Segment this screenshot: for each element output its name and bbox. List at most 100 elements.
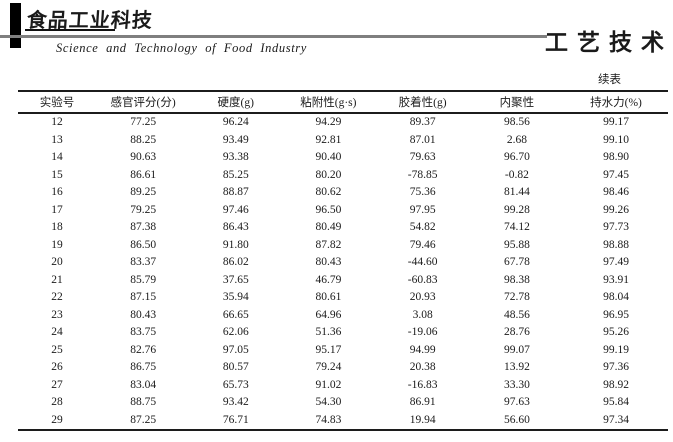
table-cell: 99.07: [503, 343, 530, 356]
table-cell: 93.91: [603, 273, 629, 286]
table-cell: 94.29: [315, 116, 342, 128]
table-cell: 62.06: [222, 326, 249, 338]
table-cell: 20.93: [409, 291, 436, 303]
column-header-adhesiveness: 粘附性(g·s): [281, 91, 376, 114]
table-cell: 14: [51, 151, 63, 163]
masthead-rule: [0, 35, 547, 38]
table-cell: 99.28: [503, 203, 530, 216]
table-cell: 96.95: [603, 308, 629, 321]
table-row: 14 90.63 93.38 90.40 79.63 96.70 98.90: [18, 149, 668, 167]
table-cell: 97.05: [222, 343, 249, 356]
table-cell: 80.62: [315, 186, 342, 198]
column-header-sensory-score: 感官评分(分): [96, 91, 191, 114]
table-cell: 80.61: [315, 291, 342, 303]
table-cell: 97.95: [409, 203, 436, 216]
table-cell: 80.20: [315, 168, 342, 181]
table-cell: 95.84: [603, 396, 629, 408]
logo-bar-decoration: [10, 3, 21, 48]
table-cell: -0.82: [504, 168, 529, 181]
table-cell: 80.49: [315, 221, 342, 233]
table-cell: 98.46: [603, 186, 629, 198]
table-cell: 98.92: [603, 378, 629, 391]
table-cell: 51.36: [315, 326, 342, 338]
table-cell: 83.75: [130, 326, 157, 338]
table-cell: 86.61: [130, 168, 157, 181]
table-row: 27 83.04 65.73 91.02 -16.83 33.30 98.92: [18, 377, 668, 395]
table-cell: 97.36: [603, 361, 629, 373]
table-cell: 3.08: [412, 308, 433, 321]
table-cell: 82.76: [130, 343, 157, 356]
table-cell: 92.81: [315, 133, 342, 146]
table-cell: 86.75: [130, 361, 157, 373]
table-cell: 23: [51, 308, 63, 321]
table-cell: 76.71: [222, 413, 249, 426]
table-cell: 96.50: [315, 203, 342, 216]
table-cell: 80.43: [130, 308, 157, 321]
table-cell: 93.42: [222, 396, 249, 408]
table-cell: 98.04: [603, 291, 629, 303]
table-cell: 74.12: [503, 221, 530, 233]
table-cell: 86.43: [222, 221, 249, 233]
table-cell: -44.60: [407, 256, 438, 268]
table-cell: 13.92: [503, 361, 530, 373]
continued-table-label: 续表: [598, 74, 621, 86]
table-cell: 96.70: [503, 151, 530, 163]
table-cell: 72.78: [503, 291, 530, 303]
table-row: 26 86.75 80.57 79.24 20.38 13.92 97.36: [18, 359, 668, 377]
table-cell: 27: [51, 378, 63, 391]
table-cell: 74.83: [315, 413, 342, 426]
table-cell: 93.38: [222, 151, 249, 163]
table-cell: 96.24: [222, 116, 249, 128]
table-cell: 97.46: [222, 203, 249, 216]
table-cell: 89.37: [409, 116, 436, 128]
logo-underline: [25, 29, 115, 31]
column-header-water-holding: 持水力(%): [564, 91, 668, 114]
table-cell: 25: [51, 343, 63, 356]
table-cell: 83.37: [130, 256, 157, 268]
table-cell: 79.24: [315, 361, 342, 373]
table-cell: 90.63: [130, 151, 157, 163]
table-cell: 85.79: [130, 273, 157, 286]
column-header-cohesiveness: 内聚性: [469, 91, 564, 114]
table-cell: 20: [51, 256, 63, 268]
table-cell: -78.85: [407, 168, 438, 181]
table-cell: 35.94: [222, 291, 249, 303]
table-cell: 79.25: [130, 203, 157, 216]
table-cell: 91.02: [315, 378, 342, 391]
table-cell: 67.78: [503, 256, 530, 268]
table-cell: 97.49: [603, 256, 629, 268]
table-cell: 80.43: [315, 256, 342, 268]
column-header-experiment-no: 实验号: [18, 91, 96, 114]
table-cell: 86.02: [222, 256, 249, 268]
table-cell: 89.25: [130, 186, 157, 198]
table-row: 16 89.25 88.87 80.62 75.36 81.44 98.46: [18, 184, 668, 202]
table-cell: 33.30: [503, 378, 530, 391]
table-cell: 15: [51, 168, 63, 181]
table-cell: -16.83: [407, 378, 438, 391]
table-row: 15 86.61 85.25 80.20 -78.85 -0.82 97.45: [18, 167, 668, 185]
table-cell: 24: [51, 326, 63, 338]
table-cell: 26: [51, 361, 63, 373]
table-cell: 79.63: [409, 151, 436, 163]
table-row: 18 87.38 86.43 80.49 54.82 74.12 97.73: [18, 219, 668, 237]
table-row: 12 77.25 96.24 94.29 89.37 98.56 99.17: [18, 113, 668, 132]
table-cell: 98.56: [503, 116, 530, 128]
table-cell: 99.10: [603, 133, 629, 146]
table-row: 28 88.75 93.42 54.30 86.91 97.63 95.84: [18, 394, 668, 412]
table-body: 12 77.25 96.24 94.29 89.37 98.56 99.17 13 88.25 9…: [18, 113, 668, 430]
table-cell: 88.25: [130, 133, 157, 146]
table-cell: 54.82: [409, 221, 436, 233]
table-cell: 85.25: [222, 168, 249, 181]
table-cell: 21: [51, 273, 63, 286]
table-row: 22 87.15 35.94 80.61 20.93 72.78 98.04: [18, 289, 668, 307]
table-cell: 87.38: [130, 221, 157, 233]
table-cell: 46.79: [315, 273, 342, 286]
table-cell: 87.15: [130, 291, 157, 303]
table-cell: 54.30: [315, 396, 342, 408]
table-cell: 97.34: [603, 413, 629, 426]
table-cell: 87.01: [409, 133, 436, 146]
table-row: 13 88.25 93.49 92.81 87.01 2.68 99.10: [18, 132, 668, 150]
table-row: 20 83.37 86.02 80.43 -44.60 67.78 97.49: [18, 254, 668, 272]
table-cell: 94.99: [409, 343, 436, 356]
